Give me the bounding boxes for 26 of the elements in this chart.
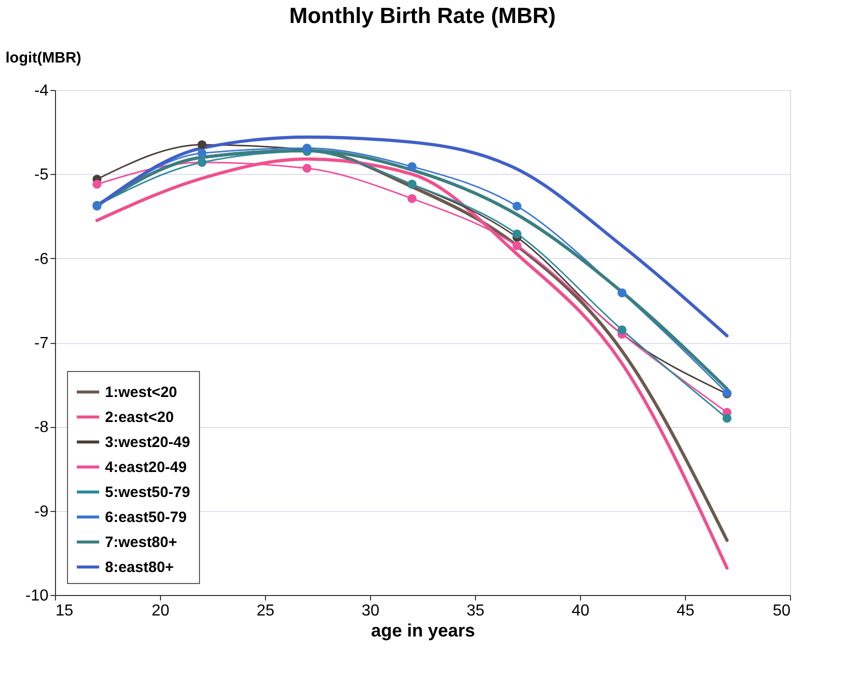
legend-label: 7:west80+ xyxy=(105,534,178,551)
x-tick-label: 15 xyxy=(56,602,74,620)
legend-label: 3:west20-49 xyxy=(105,434,190,451)
x-tick-label: 50 xyxy=(772,602,791,620)
legend-label: 4:east20-49 xyxy=(105,459,187,476)
y-axis-title: logit(MBR) xyxy=(6,50,82,66)
y-tick-label: -10 xyxy=(25,588,49,604)
x-tick-label: 35 xyxy=(466,602,484,620)
legend-label: 8:east80+ xyxy=(105,559,174,576)
x-tick-label: 30 xyxy=(362,602,380,620)
x-tick-label: 20 xyxy=(152,602,170,620)
legend-label: 1:west<20 xyxy=(105,384,178,401)
y-tick-label: -8 xyxy=(34,419,49,436)
y-tick-label: -6 xyxy=(34,250,49,268)
y-tick-label: -7 xyxy=(34,335,49,352)
chart-title: Monthly Birth Rate (MBR) xyxy=(289,3,556,28)
y-tick-label: -5 xyxy=(34,166,49,184)
y-tick-label: -4 xyxy=(34,82,49,100)
y-tick-label: -9 xyxy=(34,503,49,520)
x-axis-title: age in years xyxy=(370,620,476,640)
x-tick-label: 45 xyxy=(676,602,694,620)
legend-label: 5:west50-79 xyxy=(105,484,190,501)
x-tick-label: 25 xyxy=(256,602,274,620)
x-tick-label: 40 xyxy=(572,602,590,620)
legend-label: 2:east<20 xyxy=(105,409,174,426)
legend-label: 6:east50-79 xyxy=(105,509,187,526)
